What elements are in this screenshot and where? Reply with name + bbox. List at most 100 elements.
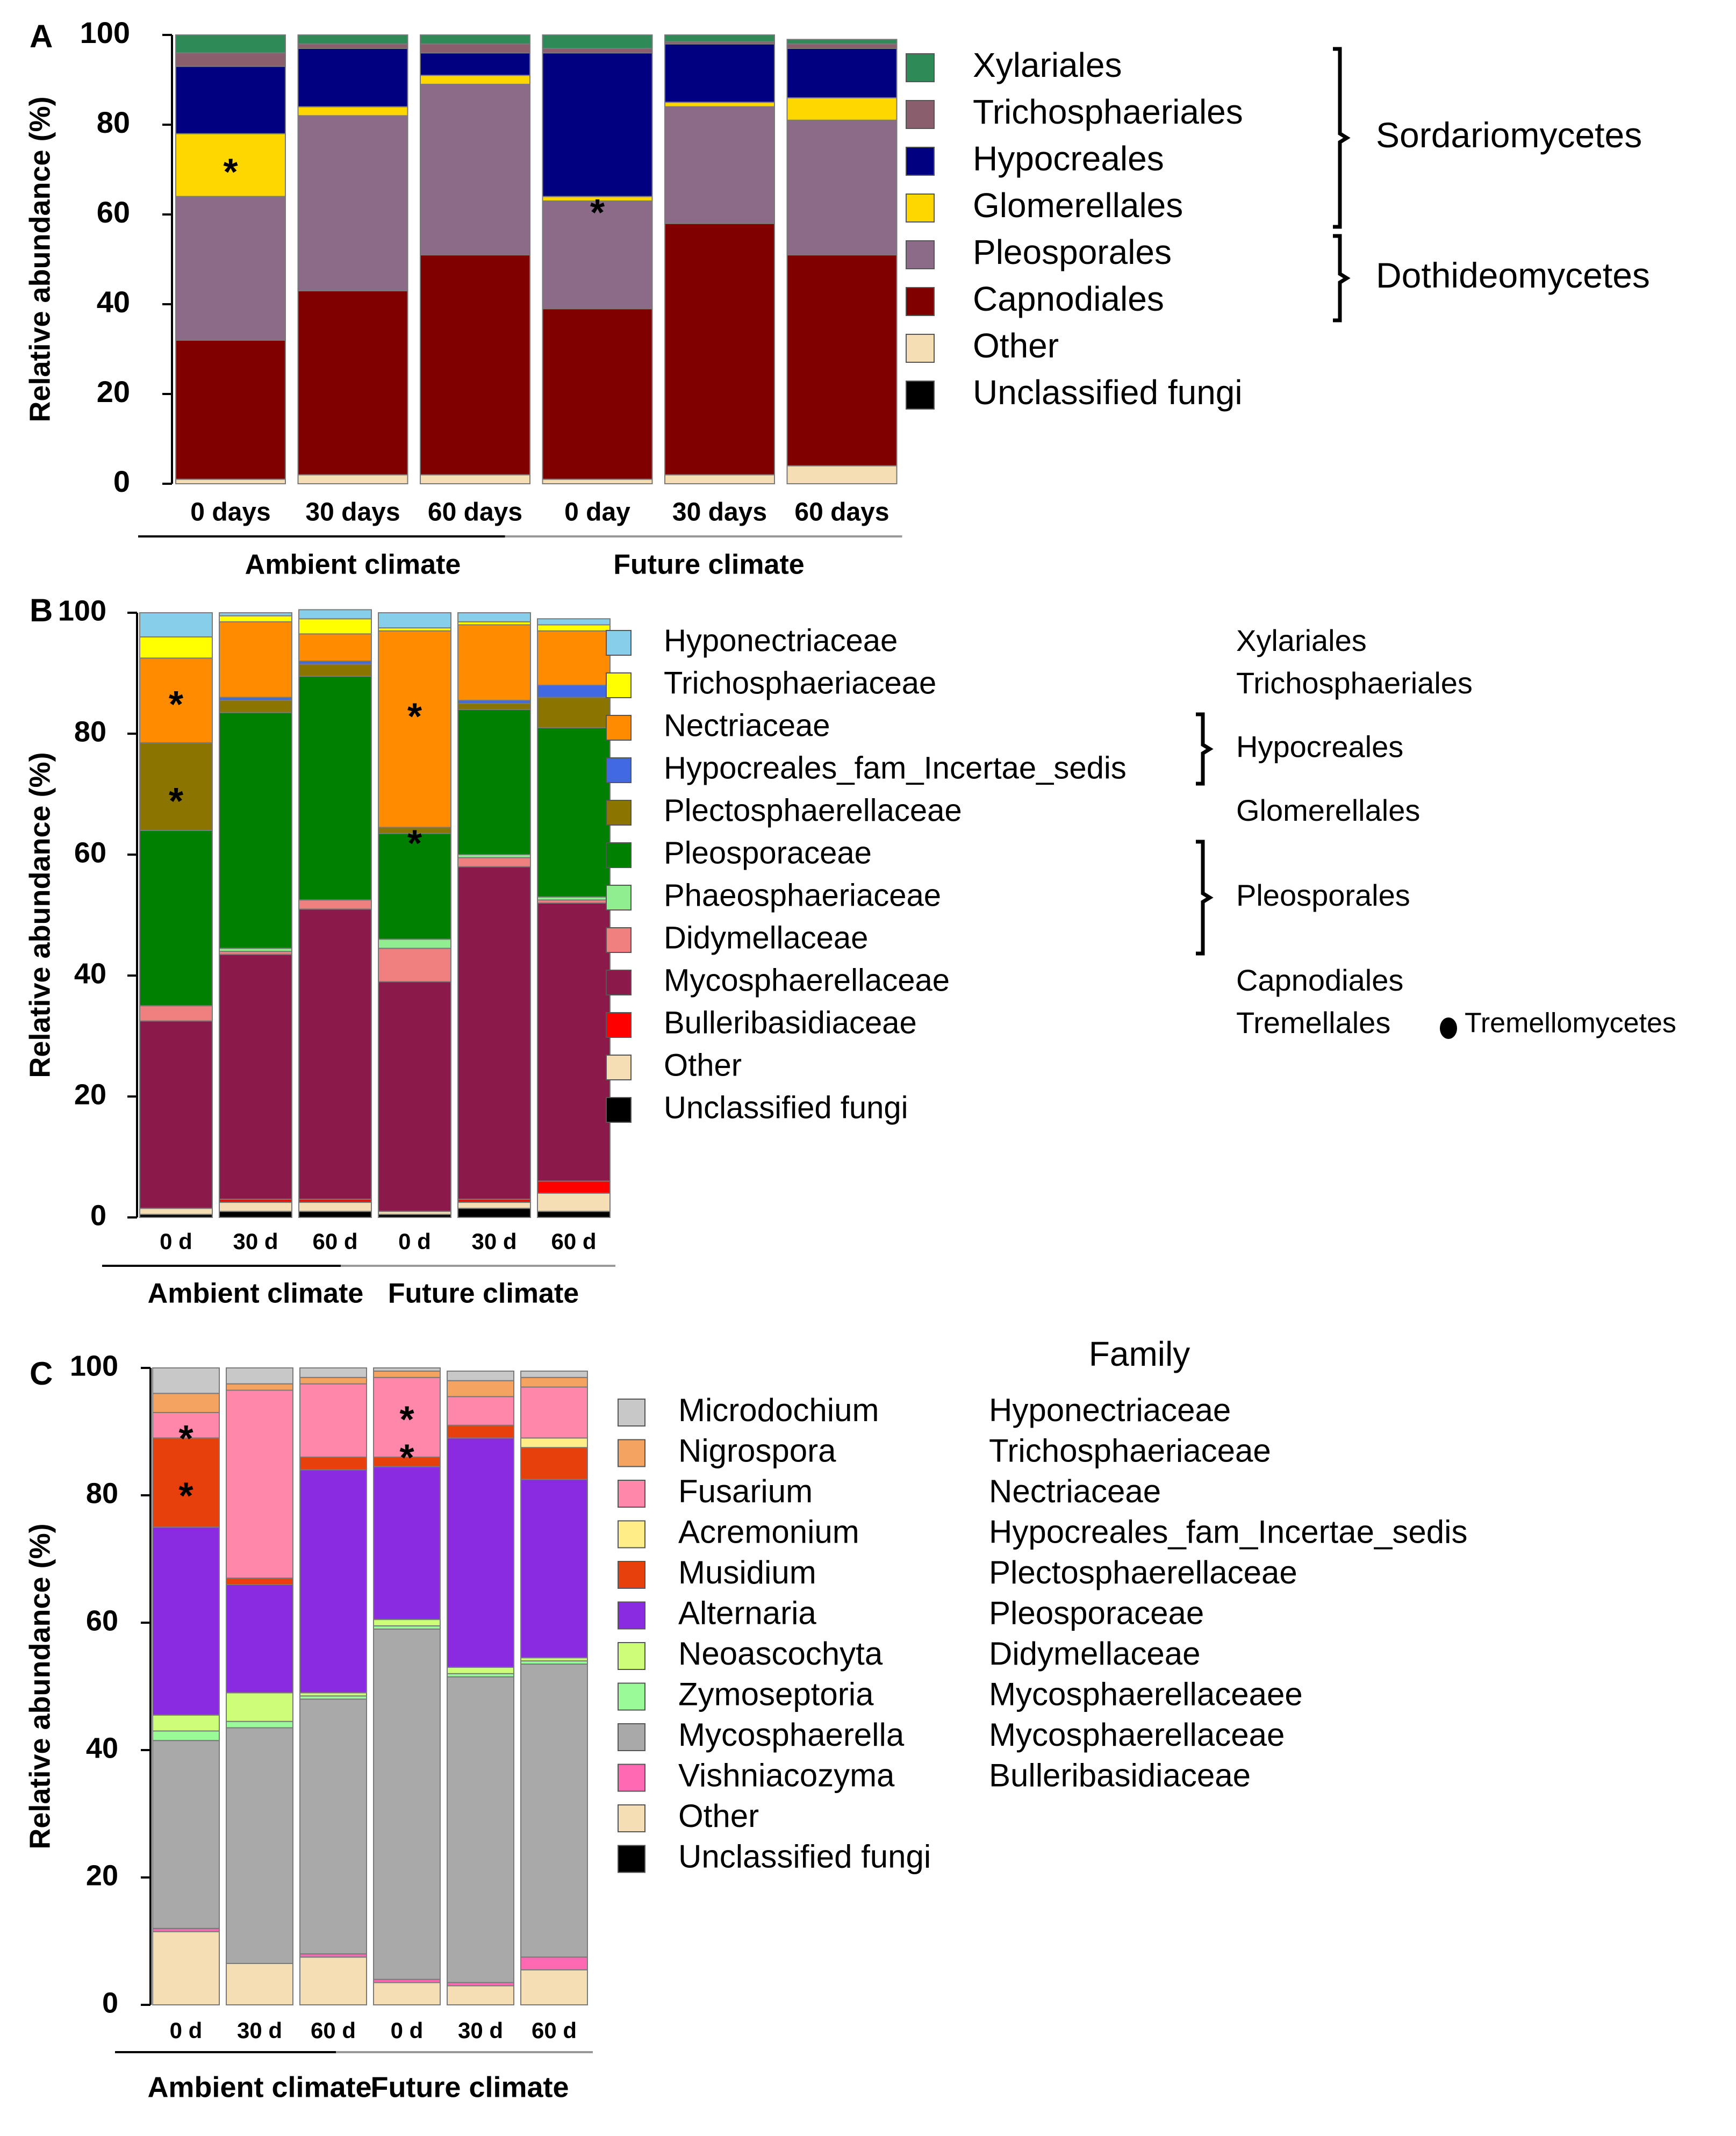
order-label: Pleosporales — [1236, 878, 1410, 912]
class-label: Sordariomycetes — [1376, 115, 1642, 155]
bar-segment-other — [139, 1208, 213, 1215]
legend-label: Pleosporales — [973, 233, 1172, 271]
category-label: 60 d — [551, 1229, 596, 1254]
bar-segment-zymoseptoria — [226, 1721, 293, 1729]
bar-segment-fusarium — [152, 1411, 220, 1439]
bar-segment-alternaria — [299, 1469, 367, 1694]
legend-label: Mycosphaerella — [678, 1717, 905, 1753]
bar-segment-mycosphaerellaceae — [457, 866, 531, 1200]
bar-segment-pleosporaceae — [139, 830, 213, 1007]
family-header: Family — [1089, 1335, 1190, 1373]
bar-segment-pleosporales — [175, 196, 286, 341]
legend-swatch — [606, 630, 632, 656]
category-label: 30 d — [471, 1229, 517, 1254]
significance-star: * — [399, 1437, 414, 1479]
bar-segment-other — [520, 1969, 588, 2005]
bar-segment-trichosphaeriaceae — [537, 624, 611, 632]
bar-segment-glomerellales — [175, 133, 286, 197]
group-label: Ambient climate — [147, 2071, 371, 2103]
significance-star: * — [178, 1475, 193, 1517]
legend-swatch — [606, 1012, 632, 1038]
bar-segment-other — [373, 1982, 441, 2005]
bar-segment-plectosphaerellaceae — [219, 700, 292, 713]
bar-segment-fusarium — [520, 1386, 588, 1439]
bar-segment-nectriaceae — [298, 633, 372, 662]
category-label: 0 d — [160, 1229, 192, 1254]
family-label: Mycosphaerellaceae — [989, 1717, 1285, 1753]
legend-label: Mycosphaerellaceae — [664, 963, 950, 998]
bar-segment-hyponectriaceae — [457, 612, 531, 622]
bar-segment-alternaria — [447, 1437, 514, 1668]
category-label: 0 d — [391, 2018, 424, 2043]
y-tick-label: 40 — [74, 957, 106, 990]
bar-segment-neoascochyta — [373, 1619, 441, 1626]
bar-segment-other — [298, 1201, 372, 1212]
legend-label: Phaeosphaeriaceae — [664, 878, 941, 913]
class-label: Tremellomycetes — [1465, 1008, 1676, 1039]
bar-segment-trichosphaeriales — [542, 48, 653, 54]
bar-segment-plectosphaerellaceae — [298, 663, 372, 677]
order-label: Glomerellales — [1236, 793, 1420, 827]
bar-segment-glomerellales — [664, 102, 775, 107]
bullet-icon — [1440, 1017, 1457, 1039]
family-label: Pleosporaceae — [989, 1595, 1204, 1631]
bar-segment-trichosphaeriales — [297, 43, 408, 49]
legend-label: Acremonium — [678, 1514, 859, 1550]
y-tick-label: 0 — [102, 1987, 118, 2019]
order-label: Hypocreales — [1236, 729, 1403, 763]
order-brace — [1196, 840, 1214, 956]
legend-label: Fusarium — [678, 1473, 813, 1509]
bar-segment-hypocreales — [297, 48, 408, 107]
legend-swatch — [618, 1480, 645, 1508]
bar-segment-microdochium — [226, 1367, 293, 1385]
bar-segment-xylariales — [664, 34, 775, 42]
legend-label: Pleosporaceae — [664, 835, 872, 870]
y-tick-label: 0 — [113, 464, 130, 498]
bar-segment-mycosphaerella — [373, 1628, 441, 1980]
legend-label: Trichosphaeriaceae — [664, 665, 936, 700]
legend-label: Hyponectriaceae — [664, 623, 898, 658]
bar-segment-vishniacozyma — [520, 1956, 588, 1970]
bar-segment-nectriaceae — [378, 630, 451, 828]
panel-label: C — [30, 1356, 53, 1392]
legend-swatch — [906, 53, 935, 82]
legend-swatch — [618, 1723, 645, 1751]
legend-label: Microdochium — [678, 1392, 879, 1428]
significance-star: * — [178, 1417, 193, 1459]
category-label: 0 d — [398, 1229, 431, 1254]
legend-swatch — [606, 842, 632, 868]
order-label: Capnodiales — [1236, 963, 1403, 997]
bar-segment-xylariales — [175, 34, 286, 54]
bar-segment-neoascochyta — [447, 1666, 514, 1674]
panel-a: A 0 20 40 60 80 100 Relative abundance (%) 0 day… — [24, 16, 1650, 580]
bar-segment-xylariales — [786, 39, 898, 45]
group-label: Future climate — [370, 2071, 569, 2103]
legend-swatch — [906, 334, 935, 363]
legend-label: Unclassified fungi — [664, 1090, 908, 1125]
bar-segment-nigrospora — [520, 1377, 588, 1388]
bar-segment-other — [786, 465, 898, 484]
bar-segment-other — [297, 474, 408, 484]
bar-segment-bulleribasidiaceae — [537, 1180, 611, 1194]
bar-segment-other — [542, 478, 653, 485]
legend-swatch — [906, 147, 935, 176]
class-brace — [1333, 47, 1351, 229]
legend-swatch — [618, 1601, 645, 1630]
bar-segment-pleosporales — [420, 83, 530, 256]
category-label: 30 d — [458, 2018, 503, 2043]
bar-segment-microdochium — [447, 1370, 514, 1381]
category-label: 30 d — [233, 1229, 278, 1254]
legend-swatch — [606, 1055, 632, 1080]
bar-segment-hypocreales — [542, 52, 653, 197]
significance-star: * — [169, 683, 184, 725]
bar-segment-plectosphaerellaceae — [457, 703, 531, 710]
family-label: Nectriaceae — [989, 1473, 1161, 1509]
legend-label: Vishniacozyma — [678, 1757, 895, 1793]
bar-segment-xylariales — [297, 34, 408, 45]
panel-label: B — [30, 592, 53, 628]
bar-segment-nectriaceae — [457, 624, 531, 701]
order-label: Trichosphaeriales — [1236, 666, 1473, 700]
bar-segment-didymellaceae — [139, 1005, 213, 1022]
bar-segment-pleosporaceae — [298, 676, 372, 901]
bar-segment-pleosporaceae — [457, 709, 531, 855]
